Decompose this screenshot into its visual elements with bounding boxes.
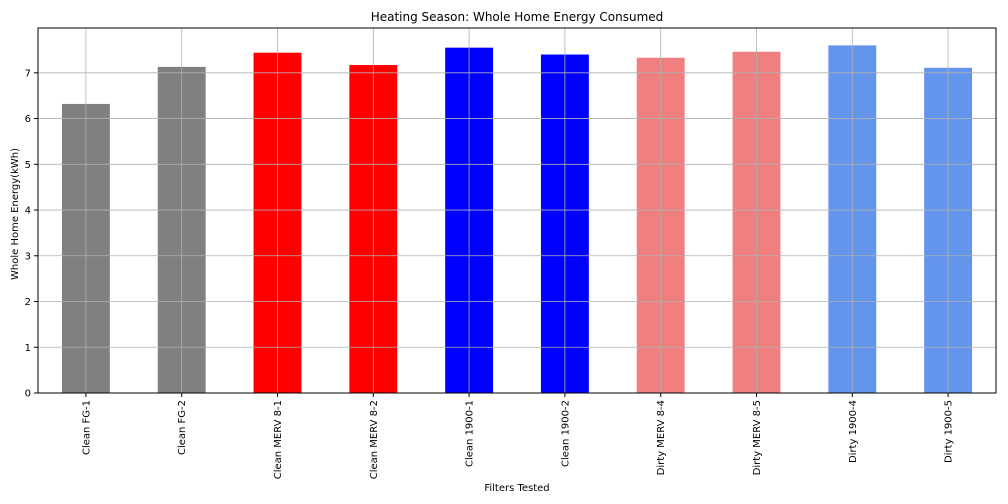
x-tick-label: Dirty 1900-5: [944, 400, 955, 463]
y-axis-ticks: 0 1 2 3 4 5 6 7: [25, 68, 38, 400]
y-tick-label: 1: [25, 343, 31, 354]
x-axis-label: Filters Tested: [484, 483, 549, 494]
x-tick-label: Dirty MERV 8-4: [656, 400, 667, 475]
x-axis-ticks: Clean FG-1 Clean FG-2 Clean MERV 8-1 Clean …: [81, 393, 955, 479]
x-tick-label: Clean MERV 8-2: [369, 400, 380, 479]
y-tick-label: 3: [25, 251, 31, 262]
y-tick-label: 7: [25, 68, 31, 79]
bars: [61, 45, 973, 394]
x-tick-label: Clean FG-1: [81, 400, 92, 455]
y-tick-label: 4: [25, 206, 31, 217]
x-tick-label: Clean 1900-2: [560, 400, 571, 467]
y-tick-label: 5: [25, 160, 31, 171]
y-tick-label: 6: [25, 114, 31, 125]
x-tick-label: Dirty MERV 8-5: [752, 400, 763, 475]
x-tick-label: Clean 1900-1: [465, 400, 476, 467]
x-tick-label: Dirty 1900-4: [848, 400, 859, 463]
y-tick-label: 2: [25, 297, 31, 308]
plot-frame: [37, 27, 997, 394]
chart-title: Heating Season: Whole Home Energy Consum…: [371, 10, 664, 24]
y-tick-label: 0: [25, 389, 31, 400]
x-tick-label: Clean FG-2: [177, 400, 188, 455]
x-tick-label: Clean MERV 8-1: [273, 400, 284, 479]
y-axis-label: Whole Home Energy(kWh): [10, 148, 21, 280]
